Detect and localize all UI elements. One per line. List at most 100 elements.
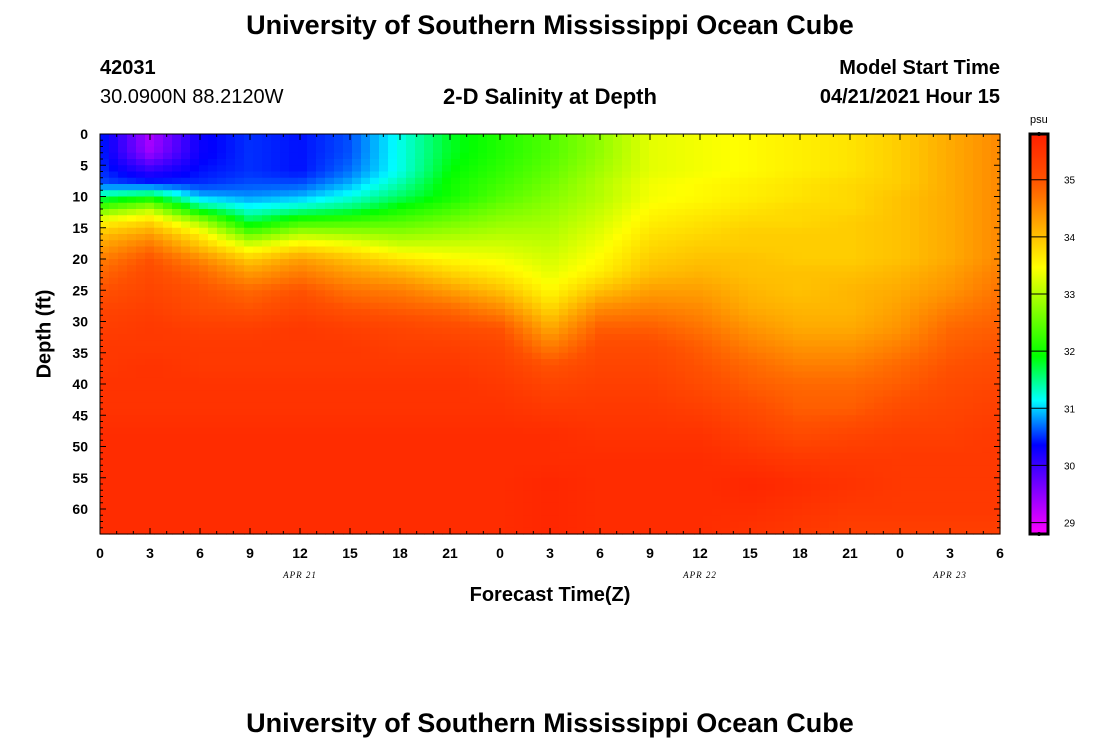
heatmap-cell [613, 427, 623, 435]
heatmap-cell [190, 271, 200, 279]
heatmap-cell [460, 359, 470, 366]
heatmap-cell [883, 215, 893, 223]
heatmap-cell [577, 259, 587, 266]
heatmap-cell [928, 409, 938, 416]
heatmap-cell [361, 246, 371, 254]
heatmap-cell [793, 146, 803, 154]
heatmap-cell [865, 440, 875, 448]
heatmap-cell [775, 365, 785, 373]
heatmap-cell [586, 421, 596, 429]
heatmap-cell [145, 152, 155, 160]
heatmap-cell [523, 321, 533, 329]
heatmap-cell [676, 221, 686, 229]
heatmap-cell [127, 402, 137, 410]
heatmap-cell [748, 327, 758, 335]
heatmap-cell [271, 296, 281, 304]
heatmap-cell [244, 309, 254, 316]
heatmap-cell [838, 202, 848, 210]
heatmap-cell [613, 159, 623, 166]
heatmap-cell [676, 171, 686, 179]
heatmap-cell [856, 371, 866, 379]
heatmap-cell [595, 221, 605, 229]
heatmap-cell [253, 359, 263, 366]
heatmap-cell [541, 209, 551, 216]
heatmap-cell [982, 302, 992, 310]
heatmap-cell [730, 346, 740, 354]
heatmap-cell [784, 359, 794, 366]
heatmap-cell [667, 159, 677, 166]
heatmap-cell [460, 309, 470, 316]
heatmap-cell [343, 240, 353, 248]
heatmap-cell [937, 177, 947, 185]
heatmap-cell [514, 134, 524, 141]
heatmap-cell [631, 371, 641, 379]
heatmap-cell [766, 384, 776, 391]
heatmap-cell [451, 415, 461, 423]
heatmap-cell [496, 284, 506, 291]
heatmap-cell [199, 246, 209, 254]
heatmap-cell [748, 259, 758, 266]
heatmap-cell [748, 315, 758, 323]
heatmap-cell [703, 134, 713, 141]
heatmap-cell [748, 165, 758, 173]
heatmap-cell [586, 365, 596, 373]
heatmap-cell [721, 340, 731, 348]
heatmap-cell [982, 327, 992, 335]
heatmap-cell [712, 252, 722, 260]
heatmap-cell [550, 190, 560, 198]
heatmap-cell [910, 377, 920, 385]
heatmap-cell [982, 309, 992, 316]
heatmap-cells [100, 134, 1001, 535]
heatmap-cell [181, 177, 191, 185]
heatmap-cell [487, 340, 497, 348]
heatmap-cell [658, 434, 668, 441]
heatmap-cell [811, 371, 821, 379]
heatmap-cell [325, 165, 335, 173]
heatmap-cell [271, 352, 281, 360]
heatmap-cell [703, 415, 713, 423]
heatmap-cell [865, 434, 875, 441]
heatmap-cell [919, 146, 929, 154]
heatmap-cell [361, 302, 371, 310]
heatmap-cell [253, 346, 263, 354]
heatmap-cell [388, 427, 398, 435]
heatmap-cell [748, 277, 758, 285]
heatmap-cell [316, 140, 326, 148]
heatmap-cell [442, 402, 452, 410]
heatmap-cell [235, 409, 245, 416]
heatmap-cell [514, 196, 524, 204]
heatmap-cell [991, 146, 1001, 154]
heatmap-cell [802, 290, 812, 298]
heatmap-cell [694, 346, 704, 354]
heatmap-cell [154, 190, 164, 198]
heatmap-cell [838, 409, 848, 416]
heatmap-cell [874, 371, 884, 379]
heatmap-cell [892, 227, 902, 235]
heatmap-cell [865, 365, 875, 373]
heatmap-cell [568, 246, 578, 254]
heatmap-cell [352, 409, 362, 416]
heatmap-cell [289, 396, 299, 404]
heatmap-cell [154, 321, 164, 329]
heatmap-cell [235, 184, 245, 191]
heatmap-cell [496, 209, 506, 216]
heatmap-cell [163, 209, 173, 216]
heatmap-cell [541, 365, 551, 373]
heatmap-cell [460, 165, 470, 173]
heatmap-cell [586, 227, 596, 235]
heatmap-cell [523, 390, 533, 398]
heatmap-cell [613, 327, 623, 335]
heatmap-cell [658, 346, 668, 354]
heatmap-cell [523, 171, 533, 179]
heatmap-cell [757, 190, 767, 198]
heatmap-cell [442, 434, 452, 441]
heatmap-cell [199, 415, 209, 423]
heatmap-cell [703, 402, 713, 410]
heatmap-cell [730, 165, 740, 173]
heatmap-cell [991, 202, 1001, 210]
heatmap-cell [838, 321, 848, 329]
heatmap-cell [973, 290, 983, 298]
heatmap-cell [208, 427, 218, 435]
heatmap-cell [316, 434, 326, 441]
heatmap-cell [334, 190, 344, 198]
